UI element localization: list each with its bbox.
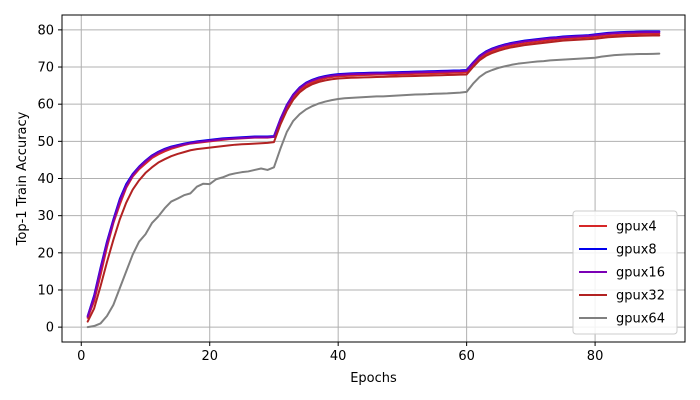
legend-label: gpux4 [616,220,657,235]
y-axis-label: Top-1 Train Accuracy [15,111,30,246]
x-axis-label: Epochs [350,371,397,386]
x-tick-label: 40 [330,349,347,364]
y-tick-label: 40 [37,172,54,187]
y-tick-label: 80 [37,23,54,38]
legend-label: gpux64 [616,312,665,327]
x-tick-label: 0 [77,349,85,364]
grid [62,15,685,342]
y-tick-label: 30 [37,209,54,224]
series-lines [86,30,661,329]
x-tick-label: 80 [587,349,604,364]
legend-box [572,210,678,335]
series-line-gpux16 [86,31,661,318]
y-tick-label: 0 [46,321,54,336]
x-axis-ticks: 0 20 40 60 80 [77,342,603,364]
legend-label: gpux32 [616,289,665,304]
legend-label: gpux16 [616,266,665,281]
y-tick-label: 70 [37,61,54,76]
y-tick-label: 60 [37,98,54,113]
y-axis-ticks: 0 10 20 30 40 50 60 70 80 [37,23,62,336]
x-tick-label: 60 [458,349,475,364]
legend-label: gpux8 [616,243,657,258]
y-tick-label: 20 [37,246,54,261]
legend: gpux4 gpux8 gpux16 gpux32 gpux64 [572,210,678,335]
y-tick-label: 10 [37,283,54,298]
y-tick-label: 50 [37,135,54,150]
series-line-gpux32 [86,34,661,323]
x-tick-label: 20 [201,349,218,364]
series-line-gpux64 [86,52,661,329]
